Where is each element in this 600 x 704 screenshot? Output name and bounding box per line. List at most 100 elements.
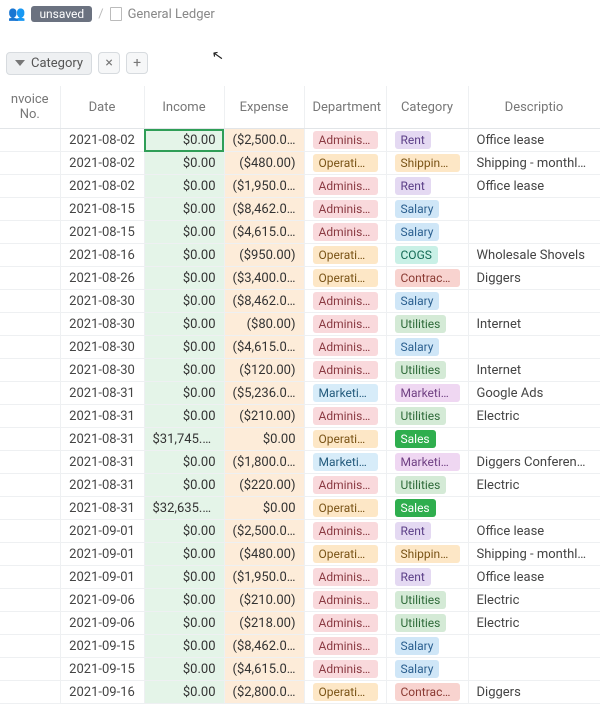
cell-description[interactable]: Shipping - monthly for Aug (468, 543, 600, 566)
tag[interactable]: Administrati... (313, 591, 378, 609)
table-row[interactable]: 2021-09-16$0.00($2,800.00)OperationsCont… (0, 681, 600, 704)
cell-department[interactable]: Operations (304, 244, 386, 267)
cell-expense[interactable]: $0.00 (224, 497, 304, 520)
cell-description[interactable]: Google Ads (468, 382, 600, 405)
table-row[interactable]: 2021-08-15$0.00($4,615.00)Administrati..… (0, 221, 600, 244)
cell-date[interactable]: 2021-08-02 (60, 175, 144, 198)
cell-department[interactable]: Administrati... (304, 612, 386, 635)
cell-category[interactable]: Salary (386, 336, 468, 359)
cell-category[interactable]: Rent (386, 129, 468, 152)
cell-category[interactable]: Marketing (386, 451, 468, 474)
cell-date[interactable]: 2021-08-30 (60, 313, 144, 336)
tag[interactable]: Operations (313, 246, 378, 264)
cell-invoice[interactable] (0, 359, 60, 382)
cell-expense[interactable]: $0.00 (224, 428, 304, 451)
table-row[interactable]: 2021-08-30$0.00($8,462.00)Administrati..… (0, 290, 600, 313)
cell-expense[interactable]: ($2,500.00) (224, 520, 304, 543)
cell-date[interactable]: 2021-08-31 (60, 405, 144, 428)
cell-date[interactable]: 2021-08-31 (60, 428, 144, 451)
cell-date[interactable]: 2021-09-06 (60, 612, 144, 635)
cell-date[interactable]: 2021-08-02 (60, 152, 144, 175)
table-row[interactable]: 2021-08-16$0.00($950.00)OperationsCOGSWh… (0, 244, 600, 267)
cell-income[interactable]: $0.00 (144, 681, 224, 704)
column-header[interactable]: Expense (224, 86, 304, 129)
cell-description[interactable] (468, 198, 600, 221)
cell-department[interactable]: Administrati... (304, 589, 386, 612)
cell-date[interactable]: 2021-09-01 (60, 566, 144, 589)
table-row[interactable]: 2021-08-15$0.00($8,462.00)Administrati..… (0, 198, 600, 221)
tag[interactable]: Utilities (395, 476, 447, 494)
table-row[interactable]: 2021-08-02$0.00($1,950.00)Administrati..… (0, 175, 600, 198)
tag[interactable]: Marketing (313, 384, 378, 402)
cell-category[interactable]: Marketing (386, 382, 468, 405)
table-row[interactable]: 2021-08-02$0.00($480.00)OperationsShippi… (0, 152, 600, 175)
cell-description[interactable] (468, 336, 600, 359)
cell-description[interactable]: Electric (468, 405, 600, 428)
cell-invoice[interactable] (0, 497, 60, 520)
cell-income[interactable]: $0.00 (144, 451, 224, 474)
tag[interactable]: Rent (395, 177, 431, 195)
column-header[interactable]: Date (60, 86, 144, 129)
cell-expense[interactable]: ($3,400.00) (224, 267, 304, 290)
cell-date[interactable]: 2021-08-15 (60, 198, 144, 221)
cell-category[interactable]: Utilities (386, 405, 468, 428)
tag[interactable]: Sales (395, 430, 436, 448)
cell-category[interactable]: Rent (386, 566, 468, 589)
cell-income[interactable]: $0.00 (144, 658, 224, 681)
cell-invoice[interactable] (0, 198, 60, 221)
tag[interactable]: Sales (395, 499, 436, 517)
cell-invoice[interactable] (0, 612, 60, 635)
filter-remove-button[interactable]: × (98, 52, 120, 74)
cell-description[interactable] (468, 497, 600, 520)
table-row[interactable]: 2021-08-30$0.00($80.00)Administrati...Ut… (0, 313, 600, 336)
cell-income[interactable]: $0.00 (144, 589, 224, 612)
cell-expense[interactable]: ($80.00) (224, 313, 304, 336)
cell-department[interactable]: Administrati... (304, 336, 386, 359)
cell-category[interactable]: Rent (386, 520, 468, 543)
cell-invoice[interactable] (0, 474, 60, 497)
cell-expense[interactable]: ($4,615.00) (224, 658, 304, 681)
cell-category[interactable]: Salary (386, 198, 468, 221)
cell-date[interactable]: 2021-08-02 (60, 129, 144, 152)
cell-income[interactable]: $0.00 (144, 175, 224, 198)
cell-invoice[interactable] (0, 290, 60, 313)
cell-date[interactable]: 2021-09-01 (60, 520, 144, 543)
cell-date[interactable]: 2021-08-30 (60, 290, 144, 313)
column-header[interactable]: Category (386, 86, 468, 129)
tag[interactable]: COGS (395, 246, 438, 264)
cell-income[interactable]: $0.00 (144, 267, 224, 290)
tag[interactable]: Operations (313, 683, 378, 701)
cell-description[interactable] (468, 658, 600, 681)
cell-date[interactable]: 2021-08-31 (60, 474, 144, 497)
cell-department[interactable]: Operations (304, 497, 386, 520)
cell-income[interactable]: $31,745.00 (144, 428, 224, 451)
cell-category[interactable]: Salary (386, 658, 468, 681)
cell-date[interactable]: 2021-08-15 (60, 221, 144, 244)
column-header[interactable]: Department (304, 86, 386, 129)
cell-invoice[interactable] (0, 543, 60, 566)
tag[interactable]: Rent (395, 522, 431, 540)
cell-category[interactable]: Utilities (386, 589, 468, 612)
tag[interactable]: Contractor (395, 683, 460, 701)
cell-expense[interactable]: ($480.00) (224, 152, 304, 175)
table-row[interactable]: 2021-09-01$0.00($480.00)OperationsShippi… (0, 543, 600, 566)
tag[interactable]: Salary (395, 223, 440, 241)
tag[interactable]: Administrati... (313, 131, 378, 149)
tag[interactable]: Administrati... (313, 315, 378, 333)
cell-description[interactable]: Diggers (468, 267, 600, 290)
cell-income[interactable]: $0.00 (144, 198, 224, 221)
tag[interactable]: Rent (395, 568, 431, 586)
cell-invoice[interactable] (0, 382, 60, 405)
cell-category[interactable]: Contractor (386, 681, 468, 704)
cell-expense[interactable]: ($5,236.00) (224, 382, 304, 405)
table-row[interactable]: 2021-08-30$0.00($4,615.00)Administrati..… (0, 336, 600, 359)
cell-department[interactable]: Marketing (304, 382, 386, 405)
cell-department[interactable]: Administrati... (304, 520, 386, 543)
cell-description[interactable]: Diggers (468, 681, 600, 704)
cell-income[interactable]: $0.00 (144, 129, 224, 152)
tag[interactable]: Administrati... (313, 637, 378, 655)
column-header[interactable]: Income (144, 86, 224, 129)
tag[interactable]: Salary (395, 660, 440, 678)
cell-category[interactable]: Utilities (386, 359, 468, 382)
cell-date[interactable]: 2021-08-31 (60, 382, 144, 405)
